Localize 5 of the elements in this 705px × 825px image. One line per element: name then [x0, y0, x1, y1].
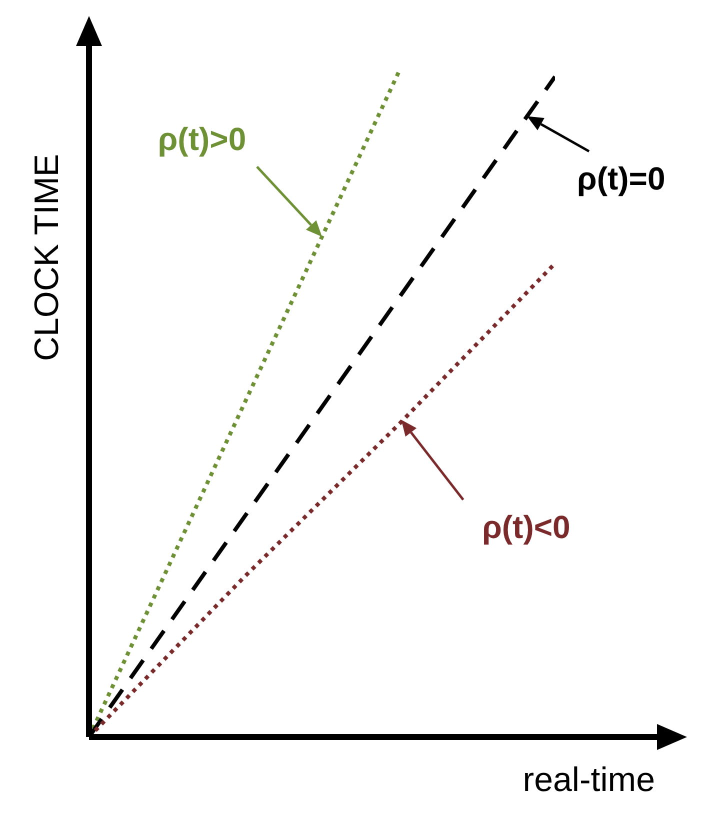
annotation: ρ(t)=0 [577, 160, 666, 197]
x-axis-title: real-time [522, 760, 655, 799]
annotation: ρ(t)>0 [158, 121, 246, 158]
y-axis-title: CLOCK TIME [28, 154, 66, 362]
annotation: ρ(t)<0 [482, 509, 570, 546]
